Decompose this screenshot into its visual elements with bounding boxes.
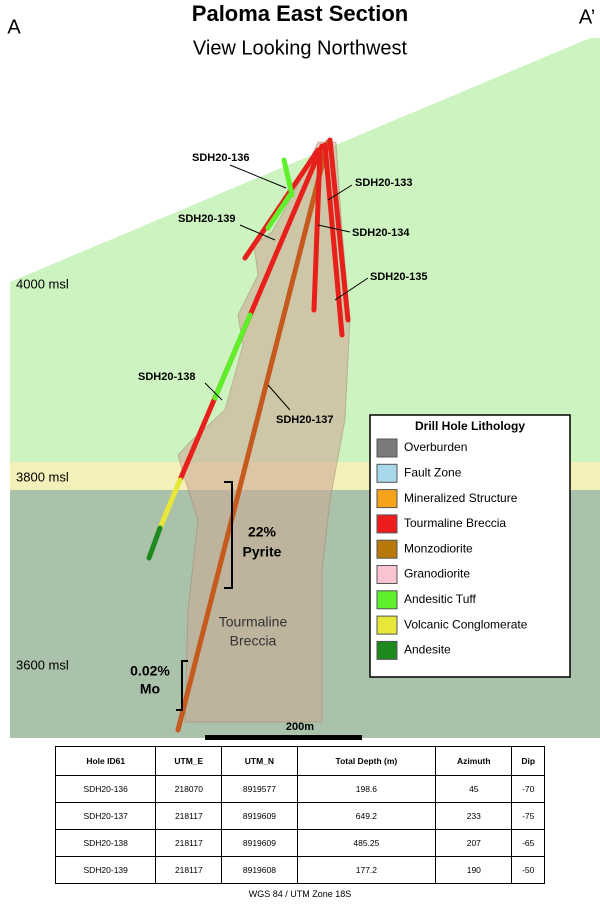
column-header: Dip [511, 746, 545, 776]
table-cell: 485.25 [296, 829, 437, 857]
hole-138-cong [157, 477, 183, 531]
legend-title: Drill Hole Lithology [415, 419, 525, 433]
section: Paloma East Section View Looking Northwe… [7, 1, 600, 740]
annotation: Breccia [230, 633, 277, 649]
annotation: Tourmaline [219, 614, 288, 630]
table-cell: 45 [435, 775, 513, 803]
table-cell: -70 [511, 775, 545, 803]
legend-swatch [376, 489, 398, 509]
legend-label: Monzodiorite [404, 541, 473, 555]
table-cell: 8919577 [221, 775, 298, 803]
footer: WGS 84 / UTM Zone 18S [248, 889, 352, 899]
annotation: Mo [140, 681, 160, 697]
hole-label: SDH20-133 [355, 177, 412, 189]
annotation: Pyrite [243, 544, 282, 560]
corner-a: A [7, 16, 21, 38]
table-cell: 8919608 [221, 856, 298, 884]
hole-label: SDH20-134 [352, 227, 410, 239]
hole-136 [281, 157, 295, 198]
hole-135 [311, 149, 323, 313]
legend-swatch [376, 640, 398, 660]
scale-label: 200m [286, 721, 314, 733]
legend-label: Andesite [404, 643, 451, 657]
table-cell: 218070 [155, 775, 223, 803]
elevation: 4000 msl [16, 276, 69, 291]
table-cell: SDH20-136 [54, 775, 157, 803]
legend-swatch [376, 590, 398, 610]
table-cell: SDH20-137 [54, 802, 157, 830]
column-header: Total Depth (m) [296, 746, 437, 776]
hole-label: SDH20-135 [370, 271, 427, 283]
corner-a-prime: A’ [579, 6, 595, 28]
legend-label: Tourmaline Breccia [404, 516, 506, 530]
column-header: Hole ID61 [54, 746, 157, 776]
table-cell: -65 [511, 829, 545, 857]
elevation: 3600 msl [16, 657, 69, 672]
hole-134 [322, 142, 345, 338]
legend-swatch [376, 514, 398, 534]
table-cell: 8919609 [221, 802, 298, 830]
legend-swatch [376, 539, 398, 559]
scale-bar [205, 735, 362, 740]
table-cell: 218117 [155, 856, 223, 884]
legend-swatch [376, 463, 398, 483]
subtitle: View Looking Northwest [193, 37, 408, 59]
annotation: 22% [248, 524, 277, 540]
table-cell: 190 [435, 856, 513, 884]
table-cell: 177.2 [296, 856, 437, 884]
legend-swatch [376, 438, 398, 458]
column-header: UTM_N [221, 746, 298, 776]
hole-label: SDH20-138 [138, 371, 195, 383]
annotation: 0.02% [130, 663, 170, 679]
legend-label: Andesitic Tuff [404, 592, 476, 606]
hole-139-tuff [265, 192, 293, 231]
table-cell: -75 [511, 802, 545, 830]
table-cell: 218117 [155, 802, 223, 830]
table-cell: 198.6 [296, 775, 437, 803]
table-cell: 207 [435, 829, 513, 857]
table-cell: 649.2 [296, 802, 437, 830]
hole-table: Hole ID61 UTM_E UTM_N Total Depth (m) Azimut… [54, 746, 545, 884]
legend-label: Overburden [404, 440, 467, 454]
hole-label: SDH20-136 [192, 152, 249, 164]
hole-138-tuff [212, 312, 253, 401]
hole-label: SDH20-139 [178, 213, 235, 225]
breccia-body [177, 141, 351, 723]
table-cell: SDH20-138 [54, 829, 157, 857]
table-cell: 8919609 [221, 829, 298, 857]
table-cell: -50 [511, 856, 545, 884]
table-cell: 233 [435, 802, 513, 830]
legend: Drill Hole Lithology Overburden Fault Zon… [369, 414, 571, 678]
legend-label: Fault Zone [404, 465, 462, 479]
table-cell: 218117 [155, 829, 223, 857]
table-row: SDH20-136 218070 8919577 198.6 45 -70 [54, 775, 545, 803]
table-row: SDH20-137 218117 8919609 649.2 233 -75 [54, 802, 545, 830]
legend-label: Volcanic Conglomerate [404, 617, 528, 631]
title: Paloma East Section [192, 1, 408, 26]
table-row: SDH20-139 218117 8919608 177.2 190 -50 [54, 856, 545, 884]
legend-swatch [376, 615, 398, 635]
leaders [204, 164, 369, 411]
hole-label: SDH20-137 [276, 414, 333, 426]
table-cell: SDH20-139 [54, 856, 157, 884]
legend-swatch [376, 565, 398, 584]
hole-137 [175, 139, 331, 733]
column-header: UTM_E [155, 746, 223, 776]
brackets [176, 481, 233, 711]
column-header: Azimuth [435, 746, 513, 776]
legend-label: Granodiorite [404, 567, 470, 581]
hole-138-andesite [146, 525, 163, 561]
legend-label: Mineralized Structure [404, 491, 518, 505]
table-row: SDH20-138 218117 8919609 485.25 207 -65 [54, 829, 545, 857]
elevation: 3800 msl [16, 469, 69, 484]
